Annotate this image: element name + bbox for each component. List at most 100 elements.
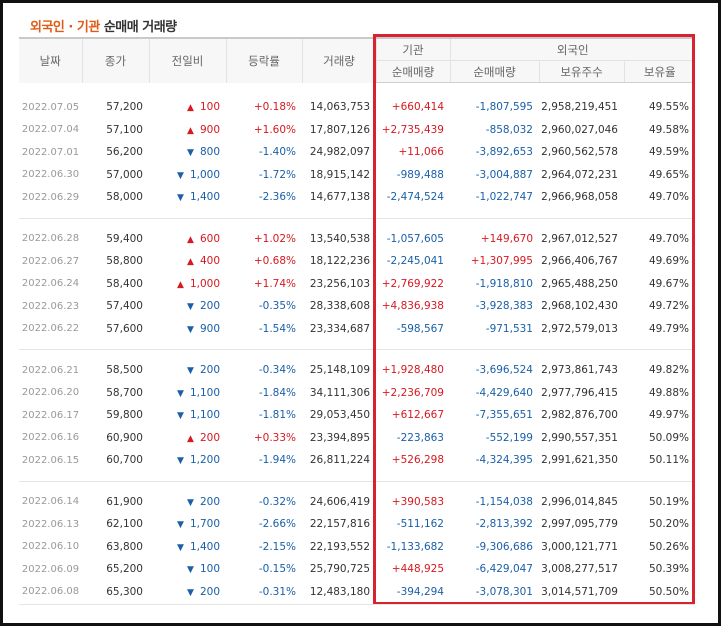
- close-cell: 58,700: [106, 386, 143, 399]
- foreign-net-cell: -3,928,383: [475, 300, 533, 313]
- change-cell: ▲ 900: [149, 119, 226, 142]
- date-cell: 2022.06.27: [21, 255, 80, 267]
- change-value: 900: [199, 322, 220, 335]
- change-value: 1,400: [189, 540, 220, 553]
- rate-cell: -2.15%: [258, 540, 296, 553]
- rate-cell: -0.34%: [258, 364, 296, 377]
- foreign-ratio-cell: 49.67%: [648, 277, 689, 290]
- change-value: 400: [199, 255, 220, 268]
- table-row: 2022.06.14 61,900 ▼ 200 -0.32% 24,606,419 +390…: [19, 491, 695, 514]
- foreign-net-cell: -3,004,887: [475, 168, 533, 181]
- rate-cell: +0.18%: [253, 101, 296, 114]
- change-cell: ▼ 800: [149, 141, 226, 164]
- foreign-ratio-cell: 49.69%: [648, 255, 689, 268]
- triangle-down-icon: ▼: [177, 388, 184, 399]
- table-row: 2022.06.23 57,400 ▼ 200 -0.35% 28,338,608 +4,8…: [19, 295, 695, 318]
- inst-net-cell: +448,925: [391, 563, 444, 576]
- date-cell: 2022.06.15: [21, 454, 80, 466]
- change-cell: ▼ 1,700: [149, 513, 226, 536]
- date-cell: 2022.06.10: [21, 541, 80, 553]
- volume-cell: 12,483,180: [309, 585, 370, 598]
- change-value: 1,200: [189, 454, 220, 467]
- change-cell: ▼ 1,100: [149, 404, 226, 427]
- foreign-ratio-cell: 50.09%: [648, 431, 689, 444]
- volume-cell: 26,811,224: [309, 454, 370, 467]
- foreign-ratio-cell: 50.19%: [648, 495, 689, 508]
- change-cell: ▲ 400: [149, 250, 226, 273]
- change-value: 200: [199, 495, 220, 508]
- header-inst-net: 순매매량: [375, 60, 450, 83]
- rate-cell: +0.68%: [253, 255, 296, 268]
- rate-cell: -1.84%: [258, 386, 296, 399]
- volume-cell: 25,790,725: [309, 563, 370, 576]
- change-cell: ▼ 200: [149, 359, 226, 382]
- table-row: 2022.06.27 58,800 ▲ 400 +0.68% 18,122,236 -2,2…: [19, 250, 695, 273]
- table-bottom-border: [19, 604, 695, 605]
- foreign-net-cell: -552,199: [485, 431, 533, 444]
- header-foreign: 외국인: [449, 37, 695, 61]
- foreign-shares-cell: 2,996,014,845: [541, 495, 618, 508]
- inst-net-cell: -223,863: [396, 431, 444, 444]
- volume-cell: 25,148,109: [309, 364, 370, 377]
- foreign-shares-cell: 2,967,012,527: [541, 232, 618, 245]
- close-cell: 57,400: [106, 300, 143, 313]
- close-cell: 58,800: [106, 255, 143, 268]
- table-row: 2022.06.16 60,900 ▲ 200 +0.33% 23,394,895 -223…: [19, 427, 695, 450]
- close-cell: 57,000: [106, 168, 143, 181]
- close-cell: 61,900: [106, 495, 143, 508]
- header-foreign-net: 순매매량: [449, 60, 539, 83]
- foreign-shares-cell: 2,965,488,250: [541, 277, 618, 290]
- date-cell: 2022.06.28: [21, 233, 80, 245]
- foreign-net-cell: -9,306,686: [475, 540, 533, 553]
- change-cell: ▼ 200: [149, 581, 226, 604]
- inst-net-cell: -511,162: [396, 518, 444, 531]
- inst-net-cell: -1,133,682: [386, 540, 444, 553]
- row-spacer: [19, 340, 695, 350]
- table-row: 2022.06.10 63,800 ▼ 1,400 -2.15% 22,193,552 -1…: [19, 536, 695, 559]
- title-highlight: 외국인 · 기관: [30, 20, 100, 35]
- foreign-net-cell: -3,078,301: [475, 585, 533, 598]
- rate-cell: -2.36%: [258, 191, 296, 204]
- table-row: 2022.06.20 58,700 ▼ 1,100 -1.84% 34,111,306 +2…: [19, 382, 695, 405]
- foreign-ratio-cell: 49.59%: [648, 146, 689, 159]
- triangle-down-icon: ▼: [187, 366, 194, 377]
- close-cell: 57,100: [106, 123, 143, 136]
- foreign-net-cell: +1,307,995: [470, 255, 533, 268]
- foreign-ratio-cell: 49.58%: [648, 123, 689, 136]
- foreign-net-cell: -4,324,395: [475, 454, 533, 467]
- table-row: 2022.06.30 57,000 ▼ 1,000 -1.72% 18,915,142 -9…: [19, 164, 695, 187]
- foreign-ratio-cell: 50.50%: [648, 585, 689, 598]
- volume-cell: 34,111,306: [309, 386, 370, 399]
- close-cell: 58,500: [106, 364, 143, 377]
- close-cell: 58,000: [106, 191, 143, 204]
- rate-cell: +1.74%: [253, 277, 296, 290]
- change-cell: ▼ 200: [149, 295, 226, 318]
- foreign-net-cell: -7,355,651: [475, 409, 533, 422]
- change-value: 600: [199, 232, 220, 245]
- volume-cell: 24,982,097: [309, 146, 370, 159]
- table-row: 2022.06.08 65,300 ▼ 200 -0.31% 12,483,180 -394…: [19, 581, 695, 604]
- change-cell: ▲ 200: [149, 427, 226, 450]
- foreign-ratio-cell: 49.82%: [648, 364, 689, 377]
- foreign-net-cell: -1,154,038: [475, 495, 533, 508]
- foreign-shares-cell: 2,973,861,743: [541, 364, 618, 377]
- inst-net-cell: +2,735,439: [381, 123, 444, 136]
- date-cell: 2022.07.01: [21, 146, 80, 158]
- foreign-shares-cell: 2,960,027,046: [541, 123, 618, 136]
- table-row: 2022.07.01 56,200 ▼ 800 -1.40% 24,982,097 +11,…: [19, 141, 695, 164]
- change-cell: ▼ 900: [149, 318, 226, 341]
- foreign-ratio-cell: 49.55%: [648, 101, 689, 114]
- foreign-net-cell: -2,813,392: [475, 518, 533, 531]
- foreign-ratio-cell: 50.26%: [648, 540, 689, 553]
- change-value: 1,100: [189, 409, 220, 422]
- foreign-shares-cell: 2,966,406,767: [541, 255, 618, 268]
- date-cell: 2022.06.08: [21, 586, 80, 598]
- header-close: 종가: [81, 37, 149, 83]
- triangle-down-icon: ▼: [177, 411, 184, 422]
- close-cell: 57,600: [106, 322, 143, 335]
- change-cell: ▼ 200: [149, 491, 226, 514]
- date-cell: 2022.06.24: [21, 278, 80, 290]
- change-value: 200: [199, 364, 220, 377]
- foreign-ratio-cell: 50.11%: [648, 454, 689, 467]
- change-value: 1,000: [189, 168, 220, 181]
